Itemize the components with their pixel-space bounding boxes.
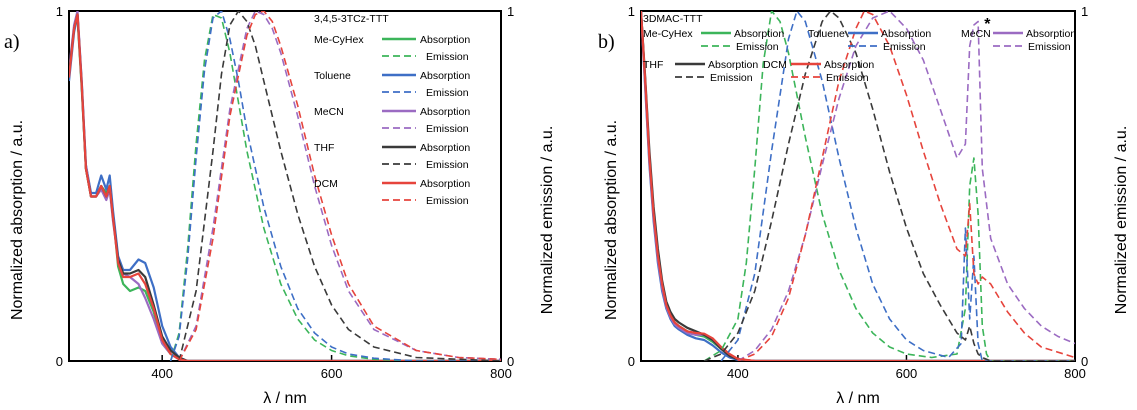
legend-label-absorption-thf-a: Absorption xyxy=(420,142,470,154)
y-tick-label-left-a-0: 0 xyxy=(56,354,63,369)
y-tick-label-right-b-1: 1 xyxy=(1081,4,1088,19)
x-axis-title-b: λ / nm xyxy=(836,390,880,407)
x-tick-label-a-800: 800 xyxy=(490,366,512,381)
y-tick-label-left-a-1: 1 xyxy=(56,4,63,19)
legend-label-emission-dcm-a: Emission xyxy=(426,195,469,207)
legend-label-absorption-toluene-a: Absorption xyxy=(420,70,470,82)
legend-label-absorption-mecn-a: Absorption xyxy=(420,106,470,118)
emission-line-toluene-a xyxy=(169,11,501,361)
emission-line-thf-b xyxy=(703,11,1075,361)
legend-solvent-mecn-b: MeCN xyxy=(961,28,991,40)
legend-title-a: 3,4,5-3TCz-TTT xyxy=(314,13,389,25)
y-tick-label-left-b-0: 0 xyxy=(628,354,635,369)
legend-label-emission-toluene-a: Emission xyxy=(426,87,469,99)
y-axis-title-right-b: Normalized emission / a.u. xyxy=(1113,126,1130,315)
panel-a: a) Normalized absorption / a.u. Normaliz… xyxy=(4,4,556,407)
absorption-line-dcm-b xyxy=(641,11,1075,361)
legend-solvent-me-cyhex-a: Me-CyHex xyxy=(314,34,364,46)
y-tick-label-left-b-1: 1 xyxy=(628,4,635,19)
legend-label-emission-mecn-a: Emission xyxy=(426,123,469,135)
emission-line-dcm-a xyxy=(178,11,501,361)
legend-solvent-dcm-a: DCM xyxy=(314,178,338,190)
legend-solvent-thf-b: THF xyxy=(643,59,663,71)
legend-label-absorption-thf-b: Absorption xyxy=(708,59,758,71)
emission-line-mecn-b xyxy=(737,11,1075,361)
legend-label-emission-me-cyhex-b: Emission xyxy=(736,41,779,53)
y-tick-label-right-a-1: 1 xyxy=(507,4,514,19)
legend-solvent-toluene-a: Toluene xyxy=(314,70,351,82)
y-axis-title-left-a: Normalized absorption / a.u. xyxy=(9,120,26,320)
legend-solvent-mecn-a: MeCN xyxy=(314,106,344,118)
x-tick-label-b-400: 400 xyxy=(727,366,749,381)
legend-label-absorption-dcm-a: Absorption xyxy=(420,178,470,190)
legend-label-emission-thf-b: Emission xyxy=(710,72,753,84)
legend-label-emission-dcm-b: Emission xyxy=(826,72,869,84)
emission-line-thf-a xyxy=(178,11,501,361)
legend-label-absorption-dcm-b: Absorption xyxy=(824,59,874,71)
legend-label-emission-thf-a: Emission xyxy=(426,159,469,171)
legend-label-absorption-me-cyhex-a: Absorption xyxy=(420,34,470,46)
y-axis-title-left-b: Normalized absorption / a.u. xyxy=(603,120,620,320)
x-tick-label-a-400: 400 xyxy=(151,366,173,381)
x-tick-label-b-600: 600 xyxy=(896,366,918,381)
legend-title-b: 3DMAC-TTT xyxy=(643,13,703,25)
legend-label-absorption-me-cyhex-b: Absorption xyxy=(734,28,784,40)
y-tick-label-right-a-0: 0 xyxy=(507,354,514,369)
legend-label-emission-mecn-b: Emission xyxy=(1028,41,1071,53)
panel-label-a: a) xyxy=(4,31,20,53)
x-axis-title-a: λ / nm xyxy=(263,390,307,407)
emission-line-dcm-b xyxy=(737,11,1075,361)
emission-line-toluene-b xyxy=(720,11,1075,361)
legend-a: 3,4,5-3TCz-TTT Me-CyHex Absorption Emission… xyxy=(314,13,470,207)
legend-solvent-dcm-b: DCM xyxy=(763,59,787,71)
emission-line-me-cyhex-b xyxy=(703,11,1075,361)
legend-solvent-me-cyhex-b: Me-CyHex xyxy=(643,28,693,40)
panel-b: b) Normalized absorption / a.u. Normaliz… xyxy=(598,4,1130,407)
legend-label-absorption-mecn-b: Absorption xyxy=(1026,28,1076,40)
panel-label-b: b) xyxy=(598,31,615,53)
legend-label-absorption-toluene-b: Absorption xyxy=(881,28,931,40)
legend-solvent-thf-a: THF xyxy=(314,142,334,154)
annotation-star-b: * xyxy=(984,16,991,33)
legend-label-emission-me-cyhex-a: Emission xyxy=(426,51,469,63)
emission-line-mecn-a xyxy=(178,11,501,361)
y-tick-label-right-b-0: 0 xyxy=(1081,354,1088,369)
x-tick-label-a-600: 600 xyxy=(321,366,343,381)
legend-label-emission-toluene-b: Emission xyxy=(883,41,926,53)
y-axis-title-right-a: Normalized emission / a.u. xyxy=(539,126,556,315)
legend-solvent-toluene-b: Toluene xyxy=(808,28,845,40)
absorption-line-dcm-a xyxy=(69,13,501,361)
x-tick-label-b-800: 800 xyxy=(1064,366,1086,381)
